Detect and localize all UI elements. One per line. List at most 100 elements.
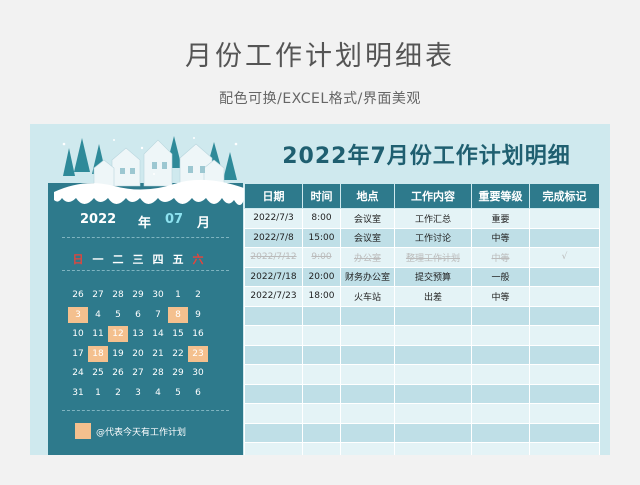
table-cell-date[interactable]: 2022/7/12	[244, 247, 303, 268]
table-cell-content[interactable]: 出差	[394, 286, 472, 307]
calendar-day[interactable]: 16	[192, 329, 204, 339]
table-cell-mark[interactable]	[529, 286, 600, 307]
calendar-day[interactable]: 10	[72, 329, 84, 339]
column-header-place[interactable]: 地点	[340, 183, 395, 209]
table-cell-level[interactable]	[471, 305, 530, 326]
calendar-day[interactable]: 5	[175, 387, 181, 398]
table-cell-level[interactable]	[471, 403, 530, 424]
calendar-day[interactable]: 20	[132, 348, 144, 359]
table-cell-level[interactable]: 中等	[471, 286, 530, 307]
table-cell-mark[interactable]	[529, 227, 600, 248]
table-cell-level[interactable]: 一般	[471, 266, 530, 287]
calendar-day[interactable]: 1	[175, 290, 181, 300]
calendar-day[interactable]: 17	[72, 348, 84, 359]
calendar-day[interactable]: 2	[195, 290, 201, 300]
table-cell-date[interactable]	[244, 305, 303, 326]
table-cell-date[interactable]	[244, 383, 303, 404]
table-cell-content[interactable]: 工作汇总	[394, 208, 472, 229]
table-cell-time[interactable]	[302, 364, 341, 385]
table-cell-content[interactable]	[394, 364, 472, 385]
table-cell-date[interactable]	[244, 325, 303, 346]
table-cell-time[interactable]: 15:00	[302, 227, 341, 248]
calendar-day[interactable]: 1	[95, 387, 101, 398]
table-cell-content[interactable]	[394, 383, 472, 404]
table-cell-content[interactable]: 整理工作计划	[394, 247, 472, 268]
table-cell-content[interactable]	[394, 325, 472, 346]
table-cell-time[interactable]: 8:00	[302, 208, 341, 229]
column-header-level[interactable]: 重要等级	[471, 183, 530, 209]
column-header-mark[interactable]: 完成标记	[529, 183, 600, 209]
table-cell-level[interactable]: 重要	[471, 208, 530, 229]
table-cell-mark[interactable]	[529, 442, 600, 455]
table-cell-level[interactable]	[471, 383, 530, 404]
calendar-day[interactable]: 2	[115, 387, 121, 398]
table-cell-content[interactable]	[394, 344, 472, 365]
table-cell-mark[interactable]	[529, 325, 600, 346]
table-cell-time[interactable]: 20:00	[302, 266, 341, 287]
table-cell-mark[interactable]	[529, 266, 600, 287]
table-cell-date[interactable]	[244, 364, 303, 385]
calendar-day[interactable]: 8	[168, 306, 188, 323]
table-cell-place[interactable]	[340, 364, 395, 385]
calendar-day[interactable]: 27	[132, 368, 144, 378]
table-cell-place[interactable]	[340, 403, 395, 424]
calendar-day[interactable]: 23	[188, 345, 208, 362]
table-cell-level[interactable]: 中等	[471, 247, 530, 268]
calendar-day[interactable]: 22	[172, 348, 184, 359]
calendar-day[interactable]: 30	[192, 368, 204, 378]
table-cell-mark[interactable]	[529, 208, 600, 229]
table-cell-date[interactable]: 2022/7/8	[244, 227, 303, 248]
calendar-day[interactable]: 25	[92, 368, 104, 378]
table-cell-mark[interactable]	[529, 344, 600, 365]
table-cell-content[interactable]	[394, 403, 472, 424]
calendar-day[interactable]: 19	[112, 348, 124, 359]
table-cell-level[interactable]	[471, 442, 530, 455]
column-header-content[interactable]: 工作内容	[394, 183, 472, 209]
table-cell-date[interactable]	[244, 403, 303, 424]
calendar-day[interactable]: 11	[92, 329, 104, 339]
calendar-day[interactable]: 28	[152, 368, 164, 378]
table-cell-content[interactable]	[394, 422, 472, 443]
calendar-day[interactable]: 4	[155, 387, 161, 398]
calendar-day[interactable]: 9	[195, 309, 201, 320]
table-cell-place[interactable]	[340, 422, 395, 443]
calendar-day[interactable]: 15	[172, 329, 184, 339]
table-cell-date[interactable]: 2022/7/23	[244, 286, 303, 307]
table-cell-time[interactable]	[302, 325, 341, 346]
calendar-day[interactable]: 3	[68, 306, 88, 323]
table-cell-time[interactable]	[302, 305, 341, 326]
calendar-day[interactable]: 6	[195, 387, 201, 398]
table-cell-mark[interactable]	[529, 364, 600, 385]
table-cell-date[interactable]: 2022/7/3	[244, 208, 303, 229]
table-cell-place[interactable]: 会议室	[340, 208, 395, 229]
calendar-day[interactable]: 21	[152, 348, 164, 359]
table-cell-content[interactable]: 工作讨论	[394, 227, 472, 248]
calendar-day[interactable]: 28	[112, 290, 124, 300]
table-cell-mark[interactable]	[529, 305, 600, 326]
table-cell-mark[interactable]: √	[529, 247, 600, 268]
table-cell-mark[interactable]	[529, 403, 600, 424]
calendar-day[interactable]: 29	[172, 368, 184, 378]
table-cell-level[interactable]	[471, 422, 530, 443]
calendar-day[interactable]: 24	[72, 368, 84, 378]
table-cell-content[interactable]	[394, 442, 472, 455]
table-cell-place[interactable]	[340, 305, 395, 326]
table-cell-content[interactable]	[394, 305, 472, 326]
calendar-day[interactable]: 5	[115, 309, 121, 320]
calendar-day[interactable]: 29	[132, 290, 144, 300]
column-header-date[interactable]: 日期	[244, 183, 303, 209]
table-cell-level[interactable]	[471, 344, 530, 365]
table-cell-place[interactable]	[340, 325, 395, 346]
table-cell-date[interactable]	[244, 442, 303, 455]
calendar-day[interactable]: 12	[108, 326, 128, 342]
table-cell-time[interactable]: 18:00	[302, 286, 341, 307]
table-cell-level[interactable]	[471, 364, 530, 385]
table-cell-date[interactable]: 2022/7/18	[244, 266, 303, 287]
table-cell-time[interactable]	[302, 403, 341, 424]
table-cell-date[interactable]	[244, 344, 303, 365]
table-cell-place[interactable]: 会议室	[340, 227, 395, 248]
table-cell-mark[interactable]	[529, 422, 600, 443]
calendar-day[interactable]: 13	[132, 329, 144, 339]
calendar-day[interactable]: 14	[152, 329, 164, 339]
table-cell-place[interactable]: 火车站	[340, 286, 395, 307]
